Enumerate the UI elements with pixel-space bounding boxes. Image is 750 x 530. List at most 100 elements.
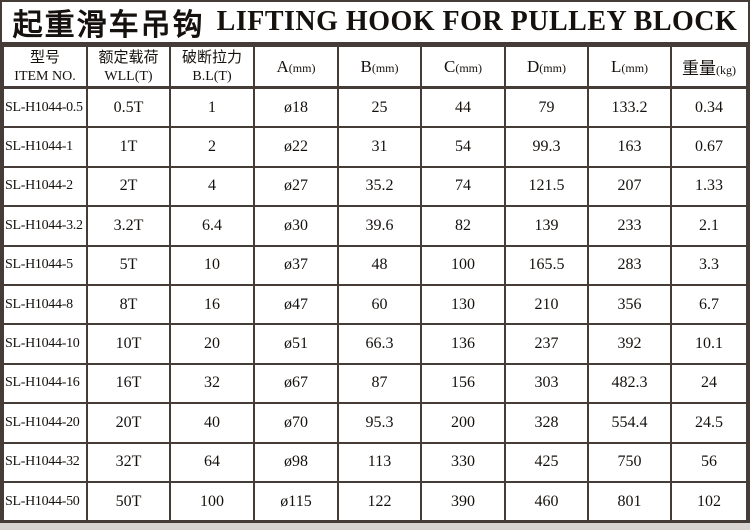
value-cell: 233 — [587, 205, 672, 247]
table-row: SL-H1044-0.5 0.5T 1 ø18 25 44 79 133.2 0.34 — [2, 86, 748, 129]
table-row: SL-H1044-3.2 3.2T 6.4 ø30 39.6 82 139 233 2.1 — [2, 205, 748, 247]
table-body: SL-H1044-0.5 0.5T 1 ø18 25 44 79 133.2 0.34 SL-H1… — [2, 86, 748, 523]
value-cell: 60 — [337, 283, 422, 326]
value-cell: 392 — [587, 323, 672, 365]
value-cell: ø37 — [253, 244, 339, 286]
value-cell: 8T — [86, 283, 171, 326]
table-row: SL-H1044-8 8T 16 ø47 60 130 210 356 6.7 — [2, 283, 748, 326]
value-cell: 482.3 — [587, 362, 672, 405]
value-cell: 237 — [504, 323, 589, 365]
col-header-en: B.L(T) — [192, 68, 232, 84]
value-cell: 2T — [86, 165, 171, 208]
item-no-cell: SL-H1044-10 — [2, 323, 88, 365]
page-title-zh: 起重滑车吊钩 — [12, 9, 205, 42]
table-row: SL-H1044-32 32T 64 ø98 113 330 425 750 56 — [2, 441, 748, 483]
col-header-c: C(mm) — [420, 45, 506, 89]
value-cell: 20 — [169, 323, 255, 365]
value-cell: 2.1 — [670, 205, 748, 247]
value-cell: 136 — [420, 323, 506, 365]
col-header-en: WLL(T) — [104, 68, 153, 84]
table-row: SL-H1044-2 2T 4 ø27 35.2 74 121.5 207 1.33 — [2, 165, 748, 208]
value-cell: 6.7 — [670, 283, 748, 326]
value-cell: 64 — [169, 441, 255, 483]
table-row: SL-H1044-5 5T 10 ø37 48 100 165.5 283 3.3 — [2, 244, 748, 286]
item-no-cell: SL-H1044-0.5 — [2, 86, 88, 129]
value-cell: 0.5T — [86, 86, 171, 129]
value-cell: 100 — [420, 244, 506, 286]
value-cell: 35.2 — [337, 165, 422, 208]
value-cell: 4 — [169, 165, 255, 208]
value-cell: 54 — [420, 126, 506, 168]
value-cell: 40 — [169, 402, 255, 444]
value-cell: 750 — [587, 441, 672, 483]
value-cell: 16T — [86, 362, 171, 405]
value-cell: 20T — [86, 402, 171, 444]
value-cell: 156 — [420, 362, 506, 405]
value-cell: 328 — [504, 402, 589, 444]
value-cell: ø27 — [253, 165, 339, 208]
page-title: 起重滑车吊钩 LIFTING HOOK FOR PULLEY BLOCK — [2, 2, 748, 45]
col-header-weight: 重量(kg) — [670, 45, 748, 89]
value-cell: 24 — [670, 362, 748, 405]
table-row: SL-H1044-16 16T 32 ø67 87 156 303 482.3 24 — [2, 362, 748, 405]
value-cell: 79 — [504, 86, 589, 129]
value-cell: 0.67 — [670, 126, 748, 168]
value-cell: 74 — [420, 165, 506, 208]
value-cell: 3.3 — [670, 244, 748, 286]
value-cell: ø115 — [253, 480, 339, 523]
value-cell: ø30 — [253, 205, 339, 247]
value-cell: 1T — [86, 126, 171, 168]
value-cell: 200 — [420, 402, 506, 444]
value-cell: 2 — [169, 126, 255, 168]
value-cell: 25 — [337, 86, 422, 129]
value-cell: 3.2T — [86, 205, 171, 247]
col-header-zh: 型号 — [29, 49, 60, 66]
value-cell: 5T — [86, 244, 171, 286]
col-header-en: ITEM NO. — [14, 68, 76, 84]
value-cell: 66.3 — [337, 323, 422, 365]
col-header-d: D(mm) — [504, 45, 589, 89]
value-cell: 10 — [169, 244, 255, 286]
value-cell: 133.2 — [587, 86, 672, 129]
value-cell: 165.5 — [504, 244, 589, 286]
spec-table: 型号 ITEM NO. 额定载荷 WLL(T) 破断拉力 B.L(T) A(mm… — [2, 45, 748, 523]
value-cell: 139 — [504, 205, 589, 247]
value-cell: 356 — [587, 283, 672, 326]
bottom-edge-strip — [0, 523, 750, 530]
value-cell: 32 — [169, 362, 255, 405]
value-cell: 6.4 — [169, 205, 255, 247]
value-cell: 82 — [420, 205, 506, 247]
item-no-cell: SL-H1044-50 — [2, 480, 88, 523]
value-cell: 303 — [504, 362, 589, 405]
col-header-zh: 额定载荷 — [98, 49, 159, 66]
value-cell: ø67 — [253, 362, 339, 405]
col-header-b: B(mm) — [337, 45, 422, 89]
value-cell: 32T — [86, 441, 171, 483]
value-cell: 48 — [337, 244, 422, 286]
value-cell: 10T — [86, 323, 171, 365]
value-cell: 31 — [337, 126, 422, 168]
item-no-cell: SL-H1044-5 — [2, 244, 88, 286]
col-header-item-no: 型号 ITEM NO. — [2, 45, 88, 89]
item-no-cell: SL-H1044-8 — [2, 283, 88, 326]
value-cell: 207 — [587, 165, 672, 208]
value-cell: 1 — [169, 86, 255, 129]
item-no-cell: SL-H1044-32 — [2, 441, 88, 483]
item-no-cell: SL-H1044-20 — [2, 402, 88, 444]
value-cell: 95.3 — [337, 402, 422, 444]
value-cell: 10.1 — [670, 323, 748, 365]
value-cell: 100 — [169, 480, 255, 523]
value-cell: 39.6 — [337, 205, 422, 247]
col-header-l: L(mm) — [587, 45, 672, 89]
value-cell: 554.4 — [587, 402, 672, 444]
item-no-cell: SL-H1044-2 — [2, 165, 88, 208]
table-row: SL-H1044-1 1T 2 ø22 31 54 99.3 163 0.67 — [2, 126, 748, 168]
value-cell: ø70 — [253, 402, 339, 444]
value-cell: 210 — [504, 283, 589, 326]
value-cell: 425 — [504, 441, 589, 483]
value-cell: 113 — [337, 441, 422, 483]
item-no-cell: SL-H1044-3.2 — [2, 205, 88, 247]
value-cell: 1.33 — [670, 165, 748, 208]
value-cell: 16 — [169, 283, 255, 326]
